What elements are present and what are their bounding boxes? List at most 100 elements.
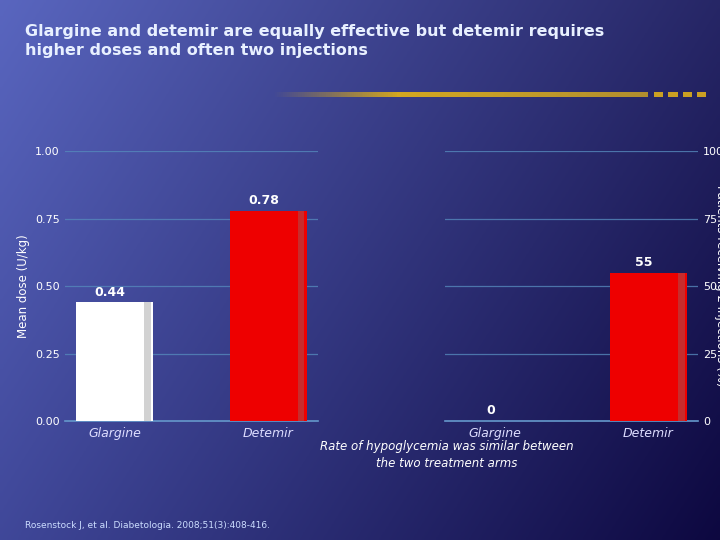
Bar [505,92,508,97]
Bar [442,92,444,97]
Bar [608,92,611,97]
Bar [318,92,320,97]
Bar [636,92,639,97]
Bar [504,92,505,97]
Bar [407,92,408,97]
Bar [519,92,521,97]
Bar [570,92,571,97]
Bar [530,92,532,97]
Bar [644,92,646,97]
Bar [510,92,511,97]
Bar [298,92,300,97]
Bar [595,92,598,97]
Bar [356,92,358,97]
Bar [343,92,345,97]
Bar [289,92,290,97]
Bar [377,92,379,97]
Bar [429,92,431,97]
Y-axis label: Mean dose (U/kg): Mean dose (U/kg) [17,234,30,338]
Bar [654,92,663,97]
Bar [539,92,541,97]
Y-axis label: Patients receiving 2 injections (%): Patients receiving 2 injections (%) [714,185,720,387]
Bar [410,92,412,97]
Bar [605,92,607,97]
Text: 0.78: 0.78 [248,194,279,207]
Bar [281,92,283,97]
Bar [627,92,629,97]
Bar [436,92,438,97]
Bar [624,92,626,97]
Text: Glargine and detemir are equally effective but detemir requires
higher doses and: Glargine and detemir are equally effecti… [25,24,605,58]
Bar [438,92,440,97]
Bar [517,92,519,97]
Bar [380,92,382,97]
Bar [463,92,464,97]
Bar [496,92,498,97]
Bar [557,92,558,97]
Bar [487,92,489,97]
Bar [545,92,547,97]
Bar [384,92,386,97]
Bar [611,92,613,97]
Bar [352,92,354,97]
Bar [354,92,356,97]
Bar [76,302,153,421]
Bar [468,92,470,97]
Bar [582,92,585,97]
Bar [457,92,459,97]
Bar [592,92,594,97]
Bar [594,92,595,97]
Bar [567,92,570,97]
Bar [440,92,442,97]
Bar [635,92,636,97]
Bar [626,92,627,97]
Text: Rosenstock J, et al. Diabetologia. 2008;51(3):408-416.: Rosenstock J, et al. Diabetologia. 2008;… [25,521,270,530]
Bar [646,92,648,97]
Bar [678,273,685,421]
Bar [668,92,678,97]
Bar [277,92,279,97]
Bar [320,92,323,97]
Bar [328,92,330,97]
Bar [511,92,513,97]
Bar [454,92,455,97]
Bar [573,92,575,97]
Bar [560,92,562,97]
Bar [305,92,307,97]
Bar [427,92,429,97]
Bar [528,92,530,97]
Bar [607,92,608,97]
Text: 0: 0 [486,404,495,417]
Bar [371,92,373,97]
Bar [641,92,642,97]
Bar [402,92,405,97]
Bar [412,92,414,97]
Bar [451,92,454,97]
Bar [414,92,416,97]
Bar [444,92,446,97]
Bar [538,92,539,97]
Bar [580,92,582,97]
Bar [326,92,328,97]
Bar [558,92,560,97]
Bar [297,211,305,421]
Bar [683,92,692,97]
Bar [523,92,524,97]
Bar [629,92,631,97]
Bar [386,92,388,97]
Text: 0.44: 0.44 [94,286,125,299]
Bar [697,92,706,97]
Bar [300,92,302,97]
Bar [586,92,588,97]
Bar [601,92,603,97]
Bar [598,92,599,97]
Bar [276,92,277,97]
Text: 55: 55 [635,255,652,268]
Bar [571,92,573,97]
Bar [513,92,515,97]
Bar [373,92,374,97]
Bar [392,92,393,97]
Bar [485,92,487,97]
Bar [446,92,448,97]
Bar [633,92,635,97]
